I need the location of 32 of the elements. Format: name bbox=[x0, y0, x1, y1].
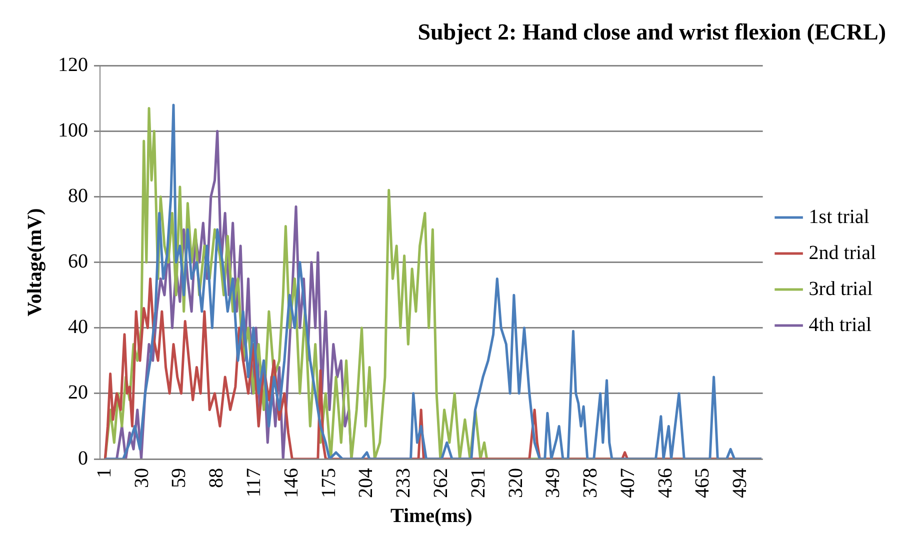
y-tick-label: 80 bbox=[68, 184, 88, 207]
legend-label: 2nd trial bbox=[808, 242, 876, 264]
x-tick-label: 465 bbox=[692, 468, 714, 498]
x-tick-label: 291 bbox=[467, 468, 490, 498]
legend-label: 3rd trial bbox=[808, 278, 874, 300]
x-tick-label: 1 bbox=[93, 468, 116, 478]
x-tick-label: 204 bbox=[355, 468, 378, 498]
y-tick-label: 60 bbox=[68, 250, 88, 273]
x-tick-label: 88 bbox=[206, 468, 228, 488]
x-tick-label: 175 bbox=[318, 468, 340, 498]
y-axis-title: Voltage(mV) bbox=[24, 208, 46, 316]
y-tick-label: 0 bbox=[78, 447, 88, 470]
x-tick-label: 233 bbox=[392, 468, 415, 498]
legend-label: 4th trial bbox=[808, 314, 872, 336]
x-tick-label: 59 bbox=[168, 468, 190, 488]
y-tick-label: 20 bbox=[68, 382, 88, 404]
x-tick-label: 436 bbox=[654, 468, 676, 498]
x-tick-label: 320 bbox=[504, 468, 527, 498]
x-tick-label: 407 bbox=[616, 468, 639, 498]
x-tick-label: 262 bbox=[430, 468, 452, 498]
y-tick-label: 120 bbox=[58, 54, 88, 76]
x-tick-label: 378 bbox=[580, 468, 602, 498]
x-tick-label: 30 bbox=[130, 468, 153, 488]
x-tick-label: 117 bbox=[242, 468, 265, 498]
x-axis-title: Time(ms) bbox=[390, 505, 472, 528]
y-tick-label: 100 bbox=[58, 119, 88, 142]
x-tick-label: 146 bbox=[280, 468, 302, 498]
x-tick-label: 349 bbox=[542, 468, 564, 498]
legend-label: 1st trial bbox=[808, 206, 870, 228]
x-tick-label: 494 bbox=[729, 468, 752, 498]
y-tick-label: 40 bbox=[68, 316, 88, 338]
chart-title: Subject 2: Hand close and wrist flexion (ECRL) bbox=[418, 20, 886, 45]
